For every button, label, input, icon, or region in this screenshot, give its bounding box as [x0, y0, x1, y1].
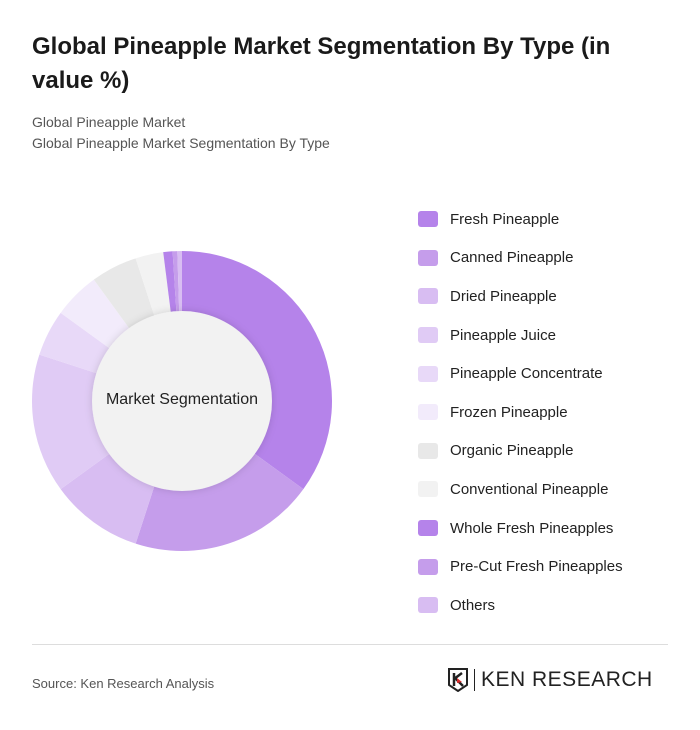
legend-label: Conventional Pineapple	[450, 480, 609, 498]
legend-label: Canned Pineapple	[450, 249, 574, 267]
legend-label: Others	[450, 596, 496, 614]
legend-swatch	[418, 520, 438, 537]
legend-item: Canned Pineapple	[418, 239, 623, 278]
center-label: Market Segmentation	[105, 391, 259, 408]
donut-center	[92, 311, 272, 491]
legend-swatch	[418, 327, 438, 344]
legend-swatch	[418, 365, 438, 382]
divider	[32, 644, 668, 645]
legend-item: Others	[418, 586, 623, 625]
legend-item: Whole Fresh Pineapples	[418, 509, 623, 548]
legend-swatch	[418, 442, 438, 459]
ken-research-logo: KEN RESEARCH	[448, 668, 653, 692]
subtitle-market: Global Pineapple Market	[32, 114, 186, 130]
legend-swatch	[418, 249, 438, 266]
legend-item: Dried Pineapple	[418, 277, 623, 316]
legend-swatch	[418, 481, 438, 498]
logo-text: KEN RESEARCH	[481, 668, 653, 691]
chart-title: Global Pineapple Market Segmentation By …	[32, 33, 611, 94]
legend-label: Dried Pineapple	[450, 287, 557, 305]
legend-item: Conventional Pineapple	[418, 470, 623, 509]
legend-label: Frozen Pineapple	[450, 403, 568, 421]
legend-swatch	[418, 288, 438, 305]
legend-swatch	[418, 558, 438, 575]
legend-item: Pineapple Juice	[418, 316, 623, 355]
subtitle-segmentation: Global Pineapple Market Segmentation By …	[32, 135, 330, 151]
legend-label: Whole Fresh Pineapples	[450, 519, 614, 537]
legend-label: Pineapple Juice	[450, 326, 556, 344]
legend-item: Fresh Pineapple	[418, 200, 623, 239]
legend-label: Fresh Pineapple	[450, 210, 560, 228]
legend-item: Pineapple Concentrate	[418, 354, 623, 393]
legend-swatch	[418, 597, 438, 614]
donut-chart	[32, 251, 332, 551]
logo-separator	[474, 669, 475, 691]
logo-mark-icon	[448, 668, 468, 692]
legend-label: Organic Pineapple	[450, 442, 574, 460]
legend-label: Pineapple Concentrate	[450, 365, 603, 383]
legend-item: Frozen Pineapple	[418, 393, 623, 432]
legend-swatch	[418, 404, 438, 421]
legend: Fresh Pineapple Canned Pineapple Dried Pin…	[418, 200, 623, 625]
legend-item: Pre-Cut Fresh Pineapples	[418, 547, 623, 586]
source-note: Source: Ken Research Analysis	[32, 676, 215, 691]
legend-label: Pre-Cut Fresh Pineapples	[450, 558, 623, 576]
legend-swatch	[418, 211, 438, 228]
legend-item: Organic Pineapple	[418, 432, 623, 471]
